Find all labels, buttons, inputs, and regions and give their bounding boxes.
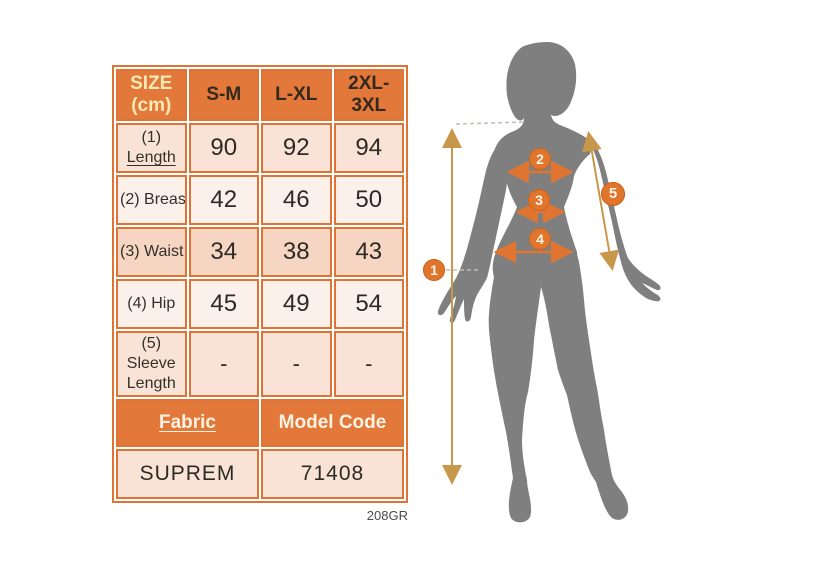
column-header-lxl: L-XL: [261, 69, 332, 121]
row-label-prefix: (5): [141, 335, 162, 352]
cell-value: -: [333, 331, 404, 397]
shoulder-dashed-guide: [455, 121, 527, 125]
table-row-fabric-values: SUPREM 71408: [116, 449, 404, 499]
measure-badge-4: 4: [529, 228, 551, 250]
row-label-length: (1) Length: [116, 123, 187, 173]
weight-note: 208GR: [366, 508, 408, 523]
measure-badge-2: 2: [529, 148, 551, 170]
silhouette-left-arm: [437, 144, 508, 323]
row-label-name: Sleeve Length: [126, 355, 176, 392]
row-label-name: Length: [126, 149, 176, 166]
table-row-hip: (4) Hip 45 49 54: [116, 279, 404, 329]
size-unit-header: SIZE (cm): [116, 69, 187, 121]
cell-value: 43: [333, 227, 404, 277]
cell-value: 90: [188, 123, 259, 173]
cell-value: 42: [188, 175, 259, 225]
row-label-name: Waist: [144, 243, 184, 260]
row-label-sleeve: (5) Sleeve Length: [116, 331, 187, 397]
cell-value: 38: [261, 227, 332, 277]
row-label-prefix: (4): [127, 295, 147, 312]
table-header-row: SIZE (cm) S-M L-XL 2XL-3XL: [116, 69, 404, 121]
cell-value: 54: [333, 279, 404, 329]
cell-value: 49: [261, 279, 332, 329]
cell-value: 45: [188, 279, 259, 329]
measure-badge-3: 3: [528, 189, 550, 211]
model-code-header-cell: Model Code: [261, 399, 404, 447]
row-label-name: Hip: [151, 295, 176, 312]
female-silhouette: [488, 42, 629, 523]
table-row-breast: (2) Breast 42 46 50: [116, 175, 404, 225]
cell-value: 46: [261, 175, 332, 225]
row-label-prefix: (3): [120, 243, 140, 260]
column-header-2xl3xl: 2XL-3XL: [333, 69, 404, 121]
row-label-breast: (2) Breast: [116, 175, 187, 225]
model-code-header-label: Model Code: [278, 412, 387, 433]
table-row-waist: (3) Waist 34 38 43: [116, 227, 404, 277]
silhouette-right-arm: [589, 141, 661, 302]
fabric-value: SUPREM: [116, 449, 259, 499]
row-label-name: Breast: [144, 191, 187, 208]
measure-badge-5: 5: [601, 182, 625, 206]
cell-value: 92: [261, 123, 332, 173]
row-label-prefix: (2): [120, 191, 140, 208]
column-header-sm: S-M: [188, 69, 259, 121]
cell-value: -: [261, 331, 332, 397]
cell-value: -: [188, 331, 259, 397]
table-row-fabric-header: Fabric Model Code: [116, 399, 404, 447]
cell-value: 34: [188, 227, 259, 277]
table-row-length: (1) Length 90 92 94: [116, 123, 404, 173]
model-code-value: 71408: [261, 449, 404, 499]
row-label-waist: (3) Waist: [116, 227, 187, 277]
row-label-hip: (4) Hip: [116, 279, 187, 329]
size-table: SIZE (cm) S-M L-XL 2XL-3XL (1) Length 90 …: [112, 65, 408, 503]
fabric-header-label: Fabric: [158, 412, 217, 433]
table-row-sleeve: (5) Sleeve Length - - -: [116, 331, 404, 397]
measurement-figure: [437, 42, 661, 523]
row-label-prefix: (1): [141, 129, 162, 146]
cell-value: 50: [333, 175, 404, 225]
cell-value: 94: [333, 123, 404, 173]
fabric-header-cell: Fabric: [116, 399, 259, 447]
sleeve-arrow: [581, 131, 620, 271]
measure-badge-1: 1: [423, 259, 445, 281]
